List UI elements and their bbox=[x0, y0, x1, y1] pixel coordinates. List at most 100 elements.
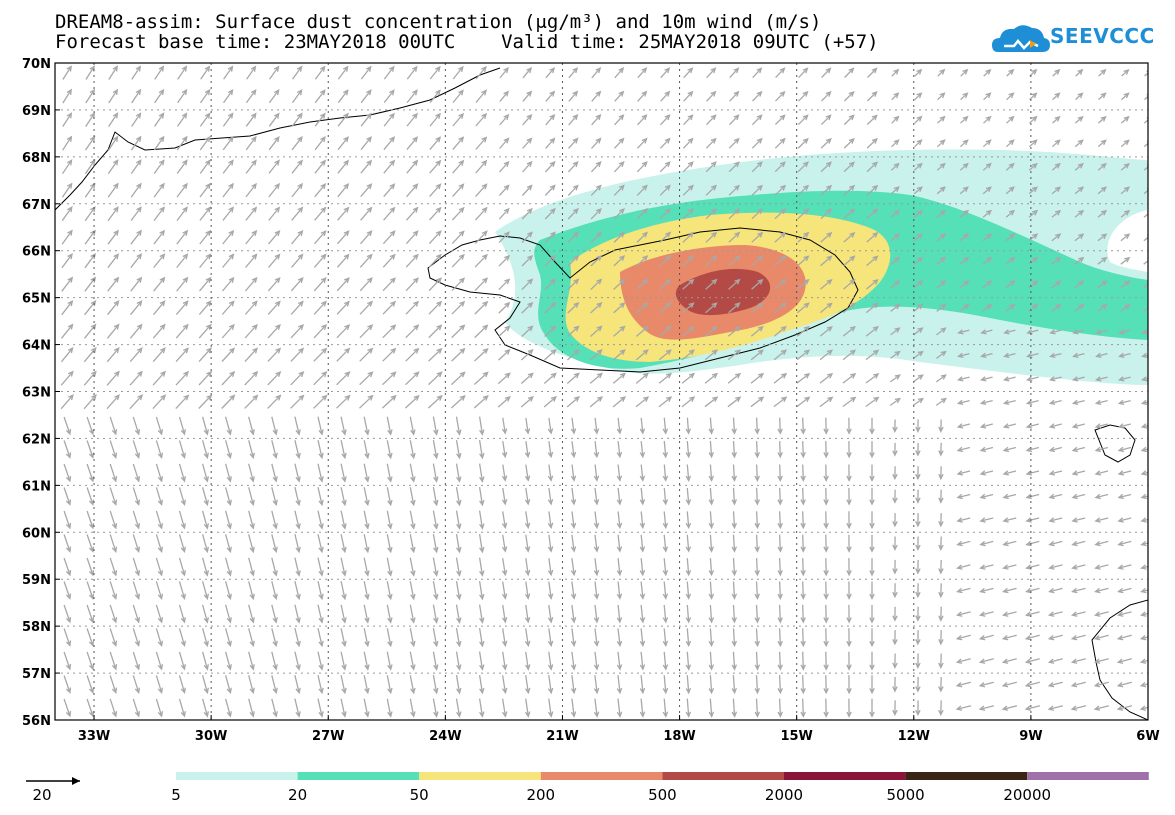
wind-arrow bbox=[452, 89, 464, 103]
wind-arrow bbox=[819, 325, 833, 337]
wind-arrow bbox=[773, 302, 787, 314]
wind-arrow bbox=[455, 463, 462, 483]
wind-arrow bbox=[314, 230, 327, 245]
wind-arrow bbox=[662, 675, 669, 695]
wind-arrow bbox=[846, 441, 852, 459]
wind-arrow bbox=[1070, 705, 1087, 711]
wind-arrow bbox=[1141, 329, 1148, 335]
wind-arrow bbox=[593, 464, 600, 482]
wind-arrow bbox=[570, 698, 577, 718]
wind-arrow bbox=[501, 487, 508, 506]
wind-arrow bbox=[843, 255, 856, 267]
wind-arrow bbox=[153, 159, 165, 174]
wind-arrow bbox=[819, 349, 834, 361]
wind-arrow bbox=[751, 184, 763, 196]
wind-arrow bbox=[685, 558, 692, 577]
wind-arrow bbox=[294, 557, 301, 577]
wind-arrow bbox=[639, 534, 646, 553]
wind-arrow bbox=[750, 349, 764, 361]
wind-arrow bbox=[455, 580, 462, 601]
wind-arrow bbox=[129, 370, 143, 386]
wind-arrow bbox=[405, 253, 419, 268]
wind-arrow bbox=[1048, 564, 1063, 570]
wind-arrow bbox=[752, 90, 763, 102]
wind-arrow bbox=[176, 276, 189, 292]
wind-arrow bbox=[1025, 423, 1039, 429]
wind-arrow bbox=[682, 161, 694, 173]
wind-arrow bbox=[201, 557, 209, 577]
wind-arrow bbox=[1072, 352, 1085, 359]
wind-arrow bbox=[474, 253, 488, 268]
wind-arrow bbox=[313, 324, 328, 339]
wind-arrow bbox=[432, 627, 439, 648]
wind-arrow bbox=[360, 65, 372, 80]
wind-arrow bbox=[61, 205, 73, 222]
wind-arrow bbox=[660, 90, 671, 102]
wind-arrow bbox=[547, 698, 554, 718]
wind-arrow bbox=[892, 653, 898, 669]
wind-arrow bbox=[1070, 681, 1086, 688]
wind-arrow bbox=[892, 676, 898, 693]
wind-arrow bbox=[731, 487, 738, 506]
wind-arrow bbox=[409, 463, 416, 483]
wind-arrow bbox=[317, 698, 324, 718]
wind-arrow bbox=[892, 466, 898, 481]
wind-arrow bbox=[268, 136, 280, 151]
wind-arrow bbox=[892, 489, 898, 504]
wind-arrow bbox=[132, 651, 141, 671]
wind-arrow bbox=[429, 159, 442, 174]
wind-arrow bbox=[727, 396, 742, 408]
wind-arrow bbox=[960, 92, 969, 101]
lat-tick-label: 66N bbox=[22, 245, 51, 260]
wind-arrow bbox=[823, 698, 829, 718]
wind-arrow bbox=[639, 581, 646, 600]
wind-arrow bbox=[754, 511, 760, 530]
wind-arrow bbox=[383, 65, 395, 80]
wind-arrow bbox=[1094, 540, 1109, 547]
wind-arrow bbox=[336, 300, 350, 315]
wind-arrow bbox=[1070, 634, 1086, 641]
wind-arrow bbox=[83, 370, 97, 386]
wind-arrow bbox=[616, 604, 623, 624]
wind-arrow bbox=[406, 112, 418, 127]
wind-arrow bbox=[201, 628, 209, 648]
wind-arrow bbox=[1140, 587, 1148, 594]
wind-arrow bbox=[823, 628, 829, 648]
wind-arrow bbox=[360, 89, 372, 104]
wind-arrow bbox=[478, 580, 485, 601]
wind-arrow bbox=[1002, 517, 1017, 523]
wind-arrow bbox=[406, 159, 419, 174]
lat-tick-label: 57N bbox=[22, 667, 51, 682]
colorbar-segment bbox=[540, 772, 663, 780]
wind-arrow bbox=[244, 394, 259, 409]
wind-arrow bbox=[109, 604, 118, 624]
wind-arrow bbox=[1002, 470, 1017, 476]
wind-arrow bbox=[682, 137, 694, 149]
wind-arrow bbox=[777, 534, 783, 553]
wind-arrow bbox=[409, 651, 416, 671]
wind-arrow bbox=[294, 651, 301, 671]
logo-text: SEEVCCC bbox=[1050, 24, 1155, 48]
wind-arrow bbox=[754, 441, 760, 459]
wind-arrow bbox=[937, 92, 946, 101]
wind-arrow bbox=[1094, 446, 1109, 453]
wind-arrow bbox=[155, 675, 164, 695]
wind-arrow bbox=[616, 417, 623, 435]
wind-arrow bbox=[936, 350, 947, 359]
wind-arrow bbox=[336, 394, 351, 409]
wind-arrow bbox=[268, 206, 281, 221]
wind-arrow bbox=[1097, 209, 1108, 218]
wind-arrow bbox=[199, 135, 211, 151]
wind-arrow bbox=[980, 352, 993, 359]
wind-arrow bbox=[1074, 139, 1084, 148]
wind-arrow bbox=[959, 139, 969, 148]
wind-arrow bbox=[1071, 587, 1086, 594]
wind-arrow bbox=[1048, 376, 1062, 382]
wind-arrow bbox=[956, 517, 971, 523]
wind-arrow bbox=[1028, 162, 1038, 171]
wind-arrow bbox=[129, 394, 144, 410]
wind-arrow bbox=[1049, 352, 1062, 359]
wind-arrow bbox=[820, 278, 833, 290]
wind-arrow bbox=[84, 159, 96, 175]
wind-arrow bbox=[1001, 611, 1017, 617]
